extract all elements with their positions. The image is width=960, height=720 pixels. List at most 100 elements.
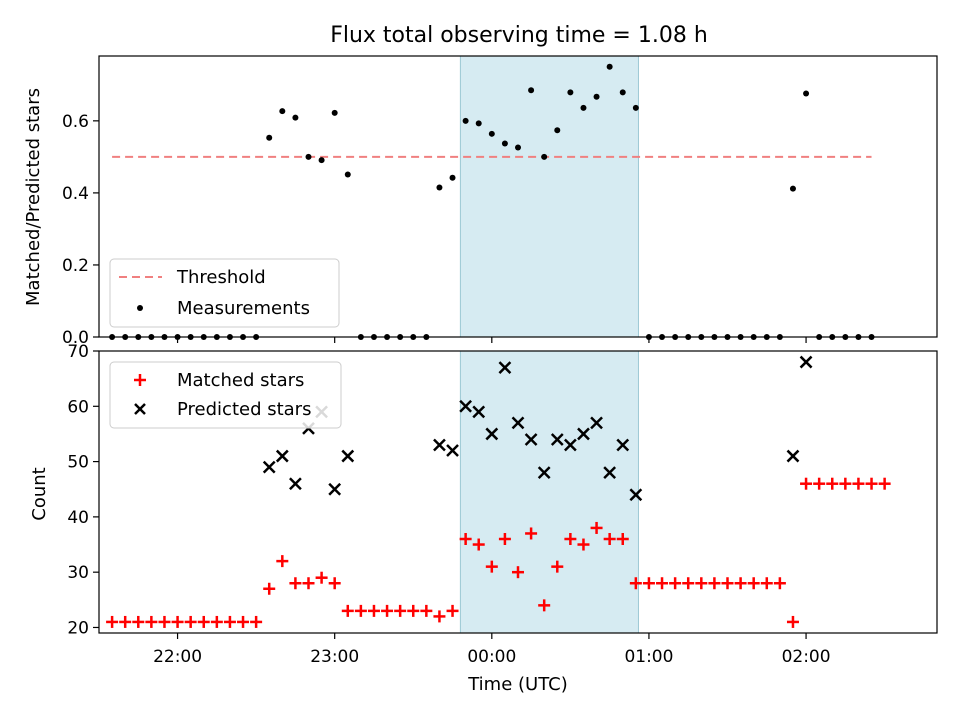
count-y-tick-label: 70 bbox=[67, 342, 89, 362]
legend-measurement-swatch bbox=[137, 305, 143, 311]
matched-star-point bbox=[734, 577, 747, 590]
predicted-star-point bbox=[485, 427, 499, 441]
predicted-star-point bbox=[328, 482, 342, 496]
ratio-y-tick-label: 0.2 bbox=[62, 256, 89, 276]
matched-star-point bbox=[564, 533, 577, 545]
measurement-point bbox=[580, 104, 587, 111]
legend-threshold-label: Threshold bbox=[176, 267, 266, 288]
measurement-point bbox=[318, 157, 325, 164]
matched-star-point bbox=[237, 615, 250, 628]
matched-star-point bbox=[472, 538, 485, 551]
matched-star-point bbox=[485, 560, 498, 573]
matched-star-point bbox=[878, 477, 891, 490]
matched-star-point bbox=[394, 604, 407, 617]
matched-star-point bbox=[184, 615, 197, 628]
x-tick-label: 23:00 bbox=[310, 647, 359, 667]
measurement-point bbox=[462, 117, 469, 124]
legend-predicted-label: Predicted stars bbox=[177, 399, 311, 420]
ratio-shaded-span bbox=[459, 55, 639, 338]
matched-star-point bbox=[328, 577, 341, 590]
matched-star-point bbox=[747, 577, 760, 590]
matched-star-point bbox=[145, 615, 158, 628]
matched-star-point bbox=[642, 577, 655, 590]
measurement-point bbox=[292, 114, 299, 121]
predicted-star-point bbox=[577, 427, 590, 441]
predicted-star-point bbox=[524, 433, 538, 446]
matched-star-point bbox=[263, 582, 276, 595]
matched-star-point bbox=[250, 615, 263, 628]
matched-star-point bbox=[132, 615, 145, 628]
matched-star-point bbox=[852, 477, 865, 490]
matched-star-point bbox=[682, 577, 695, 590]
matched-star-point bbox=[721, 577, 734, 590]
measurement-point bbox=[606, 63, 613, 70]
ratio-y-tick-label: 0.6 bbox=[62, 112, 89, 132]
measurement-point bbox=[632, 104, 639, 111]
matched-star-point bbox=[616, 533, 629, 545]
predicted-star-point bbox=[472, 405, 486, 419]
count-y-tick-label: 30 bbox=[67, 563, 89, 583]
measurement-point bbox=[567, 89, 574, 96]
matched-star-point bbox=[407, 604, 420, 617]
predicted-star-point bbox=[446, 444, 459, 457]
matched-star-point bbox=[341, 604, 354, 617]
measurement-point bbox=[331, 109, 338, 116]
predicted-star-point bbox=[629, 488, 643, 502]
matched-star-point bbox=[786, 615, 799, 628]
predicted-star-point bbox=[537, 466, 551, 480]
matched-star-point bbox=[669, 577, 682, 590]
x-tick-label: 01:00 bbox=[624, 647, 673, 667]
measurement-point bbox=[305, 153, 312, 160]
x-tick-label: 22:00 bbox=[153, 647, 202, 667]
predicted-star-point bbox=[550, 433, 564, 446]
ratio-y-tick-label: 0.0 bbox=[62, 328, 89, 348]
matched-star-point bbox=[106, 615, 119, 628]
matched-star-point bbox=[276, 555, 289, 568]
matched-star-point bbox=[210, 615, 223, 628]
ratio-axes-frame bbox=[98, 55, 938, 338]
matched-star-point bbox=[760, 577, 773, 590]
ratio-panel: 0.0 0.2 0.4 0.6 Matched/Predicted stars Thr… bbox=[23, 55, 938, 348]
matched-star-point bbox=[381, 604, 394, 617]
matched-star-point bbox=[865, 477, 878, 490]
matched-star-point bbox=[813, 477, 826, 490]
count-panel: 20 30 40 50 60 70 22:00 23:00 00:00 01:00 02:00 C… bbox=[29, 342, 938, 695]
predicted-star-point bbox=[289, 477, 302, 491]
matched-star-point bbox=[839, 477, 852, 490]
matched-star-point bbox=[512, 566, 524, 579]
matched-star-point bbox=[302, 577, 315, 590]
x-tick-label: 00:00 bbox=[467, 647, 516, 667]
measurement-point bbox=[554, 127, 561, 134]
matched-star-point bbox=[826, 477, 839, 490]
count-y-label: Count bbox=[29, 467, 50, 520]
measurement-point bbox=[344, 171, 351, 178]
matched-star-point bbox=[551, 560, 564, 573]
count-legend: Matched stars Predicted stars bbox=[109, 361, 342, 429]
chart-title: Flux total observing time = 1.08 h bbox=[330, 23, 708, 48]
predicted-star-point bbox=[616, 438, 630, 452]
predicted-star-point bbox=[563, 438, 577, 452]
matched-star-point bbox=[158, 615, 171, 628]
matched-star-point bbox=[577, 538, 590, 551]
measurement-point bbox=[803, 90, 810, 97]
matched-star-point bbox=[590, 521, 603, 534]
legend-measurement-label: Measurements bbox=[177, 298, 310, 319]
matched-star-point bbox=[708, 577, 721, 590]
matched-star-point bbox=[525, 527, 538, 540]
predicted-star-point bbox=[275, 449, 289, 463]
measurement-point bbox=[475, 120, 482, 127]
legend-matched-swatch bbox=[134, 374, 146, 386]
matched-star-point bbox=[367, 604, 380, 617]
count-axes-frame bbox=[98, 350, 938, 634]
matched-star-point bbox=[446, 604, 459, 617]
predicted-star-point bbox=[262, 460, 276, 474]
measurement-point bbox=[449, 174, 456, 181]
matched-star-point bbox=[354, 604, 367, 617]
measurement-point bbox=[436, 184, 443, 191]
measurement-point bbox=[528, 87, 535, 94]
measurement-point bbox=[541, 153, 548, 160]
ratio-y-label: Matched/Predicted stars bbox=[23, 88, 44, 306]
matched-star-point bbox=[171, 615, 184, 628]
matched-star-point bbox=[629, 577, 642, 590]
